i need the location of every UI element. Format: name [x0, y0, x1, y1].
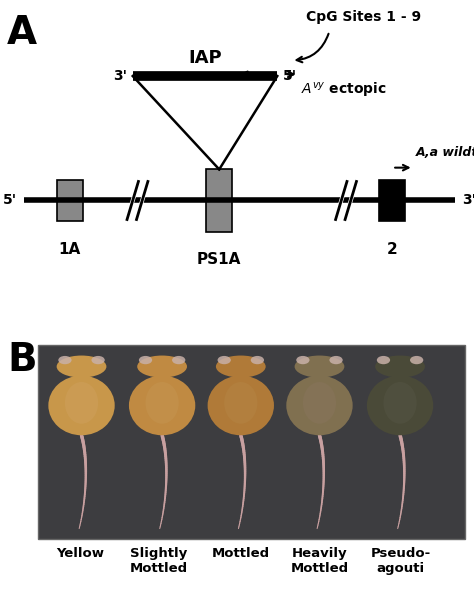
Text: 2: 2 — [387, 242, 398, 257]
Ellipse shape — [369, 411, 379, 415]
Text: A: A — [7, 14, 37, 52]
Ellipse shape — [102, 411, 113, 415]
Ellipse shape — [208, 375, 274, 435]
Ellipse shape — [295, 356, 344, 378]
Text: Pseudo-
agouti: Pseudo- agouti — [370, 547, 431, 575]
Text: 1A: 1A — [59, 242, 81, 257]
Ellipse shape — [340, 411, 351, 415]
Ellipse shape — [375, 356, 425, 378]
Ellipse shape — [131, 411, 141, 415]
Ellipse shape — [65, 382, 98, 424]
Ellipse shape — [262, 411, 272, 415]
Ellipse shape — [139, 356, 152, 364]
Text: 5': 5' — [283, 69, 297, 83]
Text: 3': 3' — [113, 69, 127, 83]
Ellipse shape — [377, 356, 390, 364]
Bar — [379, 180, 405, 221]
Ellipse shape — [183, 411, 193, 415]
Bar — [38, 344, 465, 539]
Ellipse shape — [137, 356, 187, 378]
Ellipse shape — [57, 356, 106, 378]
Text: 3': 3' — [462, 194, 474, 207]
Ellipse shape — [421, 411, 431, 415]
Ellipse shape — [296, 356, 310, 364]
Ellipse shape — [216, 356, 265, 378]
Ellipse shape — [210, 411, 220, 415]
Text: B: B — [7, 341, 36, 378]
Ellipse shape — [172, 356, 185, 364]
Text: CpG Sites 1 - 9: CpG Sites 1 - 9 — [306, 10, 421, 24]
Bar — [206, 169, 232, 232]
Text: Heavily
Mottled: Heavily Mottled — [291, 547, 349, 575]
Ellipse shape — [288, 411, 299, 415]
Ellipse shape — [329, 356, 343, 364]
Text: 5': 5' — [2, 194, 17, 207]
Text: Mottled: Mottled — [212, 547, 270, 560]
Text: Slightly
Mottled: Slightly Mottled — [130, 547, 188, 575]
Ellipse shape — [50, 411, 61, 415]
Ellipse shape — [410, 356, 423, 364]
Ellipse shape — [251, 356, 264, 364]
Ellipse shape — [303, 382, 336, 424]
Ellipse shape — [383, 382, 417, 424]
Text: A,a wildtype: A,a wildtype — [416, 146, 474, 159]
Ellipse shape — [146, 382, 179, 424]
Ellipse shape — [286, 375, 353, 435]
Text: PS1A: PS1A — [197, 252, 241, 268]
Ellipse shape — [367, 375, 433, 435]
Ellipse shape — [48, 375, 115, 435]
Ellipse shape — [58, 356, 72, 364]
Ellipse shape — [218, 356, 231, 364]
Ellipse shape — [224, 382, 257, 424]
Text: Yellow: Yellow — [56, 547, 105, 560]
Text: IAP: IAP — [188, 49, 222, 67]
Text: $\mathit{A}^{vy}$ ectopic: $\mathit{A}^{vy}$ ectopic — [301, 81, 387, 100]
Ellipse shape — [129, 375, 195, 435]
Bar — [57, 180, 83, 221]
Ellipse shape — [91, 356, 105, 364]
